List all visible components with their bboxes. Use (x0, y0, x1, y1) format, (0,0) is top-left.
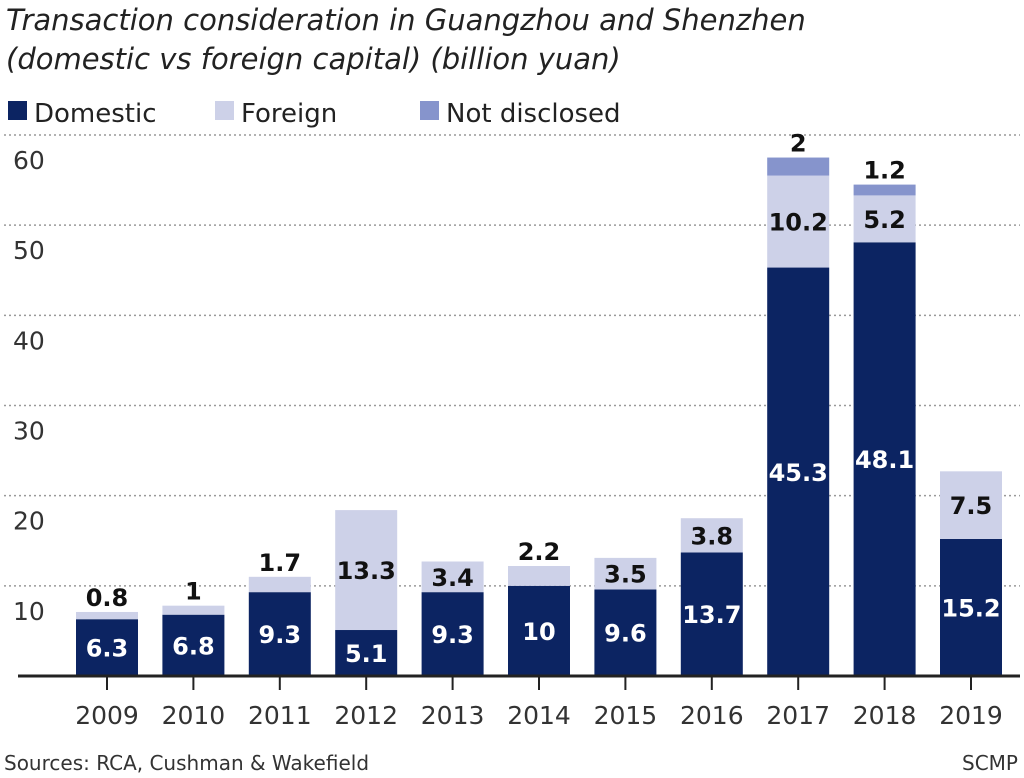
bar-not-disclosed-2017 (767, 157, 830, 176)
data-label: 6.8 (172, 632, 215, 660)
bar-foreign-2010 (162, 605, 225, 615)
data-label: 9.3 (259, 621, 302, 649)
bar-foreign-2016 (680, 518, 743, 553)
legend: Domestic Foreign Not disclosed (8, 99, 621, 129)
x-tick-label: 2010 (162, 701, 226, 730)
legend-label: Foreign (241, 99, 337, 129)
legend-label: Domestic (34, 99, 157, 129)
y-tick-label: 50 (13, 236, 45, 265)
data-label: 3.8 (691, 522, 734, 550)
bar-domestic-2014 (508, 585, 570, 676)
data-label: 48.1 (855, 446, 914, 474)
y-tick-label: 20 (13, 507, 45, 536)
chart-title-line-1: Transaction consideration in Guangzhou a… (6, 3, 806, 37)
bar-foreign-2009 (76, 611, 138, 620)
bar-foreign-2019 (940, 471, 1002, 539)
bar-domestic-2010 (162, 614, 225, 676)
data-label: 5.2 (863, 206, 906, 234)
bar-foreign-2017 (767, 175, 830, 268)
data-label: 7.5 (950, 492, 993, 520)
bar-foreign-2012 (335, 510, 398, 631)
data-label: 15.2 (941, 594, 1000, 622)
data-label: 0.8 (86, 584, 129, 612)
data-label: 5.1 (345, 640, 388, 668)
bar-domestic-2018 (853, 242, 916, 676)
bar-domestic-2009 (76, 619, 138, 676)
y-tick-label: 10 (13, 597, 45, 626)
bar-domestic-2019 (940, 538, 1002, 676)
x-tick-label: 2015 (594, 701, 658, 730)
x-tick-label: 2011 (248, 701, 312, 730)
data-label: 6.3 (86, 635, 129, 663)
bar-foreign-2014 (508, 565, 570, 586)
bar-foreign-2013 (421, 561, 484, 593)
x-tick-label: 2019 (939, 701, 1003, 730)
bar-domestic-2016 (680, 552, 743, 676)
data-label: 45.3 (769, 459, 828, 487)
legend-label: Not disclosed (446, 99, 621, 129)
data-label: 3.5 (604, 561, 647, 589)
data-label: 9.6 (604, 620, 647, 648)
x-tick-label: 2009 (75, 701, 139, 730)
source-note: Sources: RCA, Cushman & Wakefield (4, 751, 369, 775)
data-label: 1 (185, 578, 202, 606)
bar-domestic-2011 (248, 592, 311, 676)
data-label: 2 (790, 130, 807, 158)
legend-swatch-0 (8, 101, 27, 120)
data-label: 13.7 (682, 601, 741, 629)
data-label: 1.2 (863, 157, 906, 185)
data-label: 9.3 (431, 621, 474, 649)
legend-swatch-1 (215, 101, 234, 120)
bar-domestic-2013 (421, 592, 484, 676)
bar-foreign-2011 (248, 576, 311, 593)
credit: SCMP (962, 751, 1018, 775)
data-label: 2.2 (518, 538, 561, 566)
data-label: 13.3 (337, 557, 396, 585)
legend-swatch-2 (420, 101, 439, 120)
y-tick-label: 40 (13, 326, 45, 355)
bars: 6.3 0.8 6.8 1 9.3 1.7 5.1 13.3 9.3 3.4 10 2.2 9.6 3.5… (76, 130, 1002, 676)
bar-domestic-2012 (335, 630, 398, 676)
bar-not-disclosed-2018 (853, 184, 916, 196)
bar-foreign-2018 (853, 195, 916, 243)
data-label: 10.2 (769, 209, 828, 237)
y-tick-label: 30 (13, 417, 45, 446)
gridlines: 10 20 30 40 50 60 (4, 134, 1020, 626)
x-axis-ticks: 2009 2010 2011 2012 2013 2014 2015 2016 2017 2018… (75, 677, 1003, 730)
x-tick-label: 2017 (766, 701, 830, 730)
bar-domestic-2015 (594, 589, 657, 676)
data-label: 3.4 (431, 564, 474, 592)
data-label: 10 (522, 618, 555, 646)
x-tick-label: 2018 (853, 701, 917, 730)
chart-title-line-2: (domestic vs foreign capital) (billion y… (6, 42, 621, 76)
y-tick-label: 60 (13, 146, 45, 175)
bar-foreign-2015 (594, 557, 657, 590)
x-tick-label: 2014 (507, 701, 571, 730)
x-tick-label: 2013 (421, 701, 485, 730)
x-tick-label: 2012 (334, 701, 398, 730)
bar-domestic-2017 (767, 267, 830, 676)
data-label: 1.7 (259, 549, 302, 577)
x-tick-label: 2016 (680, 701, 744, 730)
